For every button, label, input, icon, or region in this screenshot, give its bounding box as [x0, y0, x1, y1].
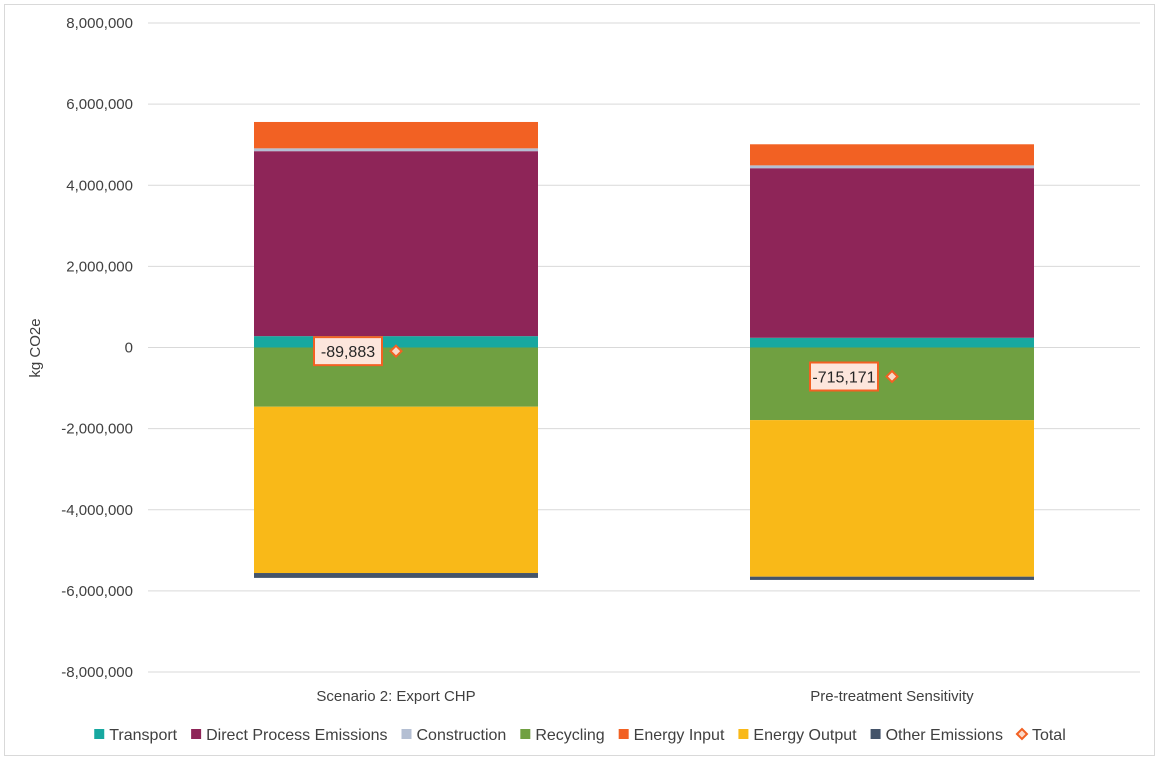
legend-swatch-diamond: [1015, 727, 1029, 741]
legend-label: Total: [1032, 727, 1066, 744]
total-data-label: -89,883: [321, 344, 375, 361]
bar-segment-recycling: [750, 347, 1034, 421]
total-data-label-box: [313, 336, 383, 367]
x-category-label: Scenario 2: Export CHP: [316, 688, 475, 705]
legend-label: Energy Input: [634, 727, 725, 744]
legend-label: Other Emissions: [886, 727, 1003, 744]
bar-segment-construction: [254, 148, 538, 152]
bar-segment-construction: [750, 165, 1034, 169]
y-tick-label: -8,000,000: [61, 664, 133, 681]
legend-swatch: [520, 729, 531, 739]
bar-segment-direct-process-emissions: [254, 151, 538, 337]
x-axis-category-labels: Scenario 2: Export CHP Pre-treatment Sens…: [316, 688, 974, 705]
total-marker: [885, 369, 899, 384]
legend-swatch: [94, 729, 105, 739]
bar-segment-transport: [254, 336, 538, 348]
bar-segment-direct-process-emissions: [750, 168, 1034, 338]
y-tick-label: -2,000,000: [61, 421, 133, 438]
y-axis-tick-labels: 8,000,000 6,000,000 4,000,000 2,000,000 0 -2,…: [61, 15, 133, 681]
bar-segment-energy-output: [254, 406, 538, 574]
legend-label: Direct Process Emissions: [206, 727, 387, 744]
y-tick-label: 2,000,000: [66, 258, 133, 275]
legend: Transport Direct Process Emissions Constru…: [94, 727, 1066, 744]
y-tick-label: 4,000,000: [66, 177, 133, 194]
y-tick-label: -6,000,000: [61, 583, 133, 600]
y-tick-label: 8,000,000: [66, 15, 133, 32]
legend-swatch: [738, 729, 749, 739]
bar-segment-other-emissions: [750, 576, 1034, 580]
bar-segment-energy-input: [254, 121, 538, 149]
y-tick-label: 6,000,000: [66, 96, 133, 113]
legend-label: Transport: [109, 727, 177, 744]
legend-label: Construction: [416, 727, 506, 744]
legend-swatch: [191, 729, 202, 739]
y-tick-label: -4,000,000: [61, 502, 133, 519]
bar-segments: [254, 121, 1034, 580]
legend-swatch: [870, 729, 881, 739]
legend-label: Energy Output: [753, 727, 857, 744]
bar-segment-energy-output: [750, 420, 1034, 577]
legend-swatch: [618, 729, 629, 739]
total-data-label: -715,171: [812, 370, 875, 387]
total-data-label-box: [809, 361, 879, 392]
legend-swatch: [401, 729, 412, 739]
y-tick-label: 0: [125, 340, 133, 357]
bar-segment-energy-input: [750, 144, 1034, 166]
total-markers: -89,883 -715,171: [313, 336, 899, 392]
bar-segment-other-emissions: [254, 573, 538, 578]
legend-label: Recycling: [535, 727, 604, 744]
chart-frame: [4, 4, 1155, 756]
y-axis-label: kg CO2e: [27, 318, 44, 377]
total-marker: [389, 344, 403, 359]
bar-segment-transport: [750, 337, 1034, 348]
x-category-label: Pre-treatment Sensitivity: [810, 688, 974, 705]
